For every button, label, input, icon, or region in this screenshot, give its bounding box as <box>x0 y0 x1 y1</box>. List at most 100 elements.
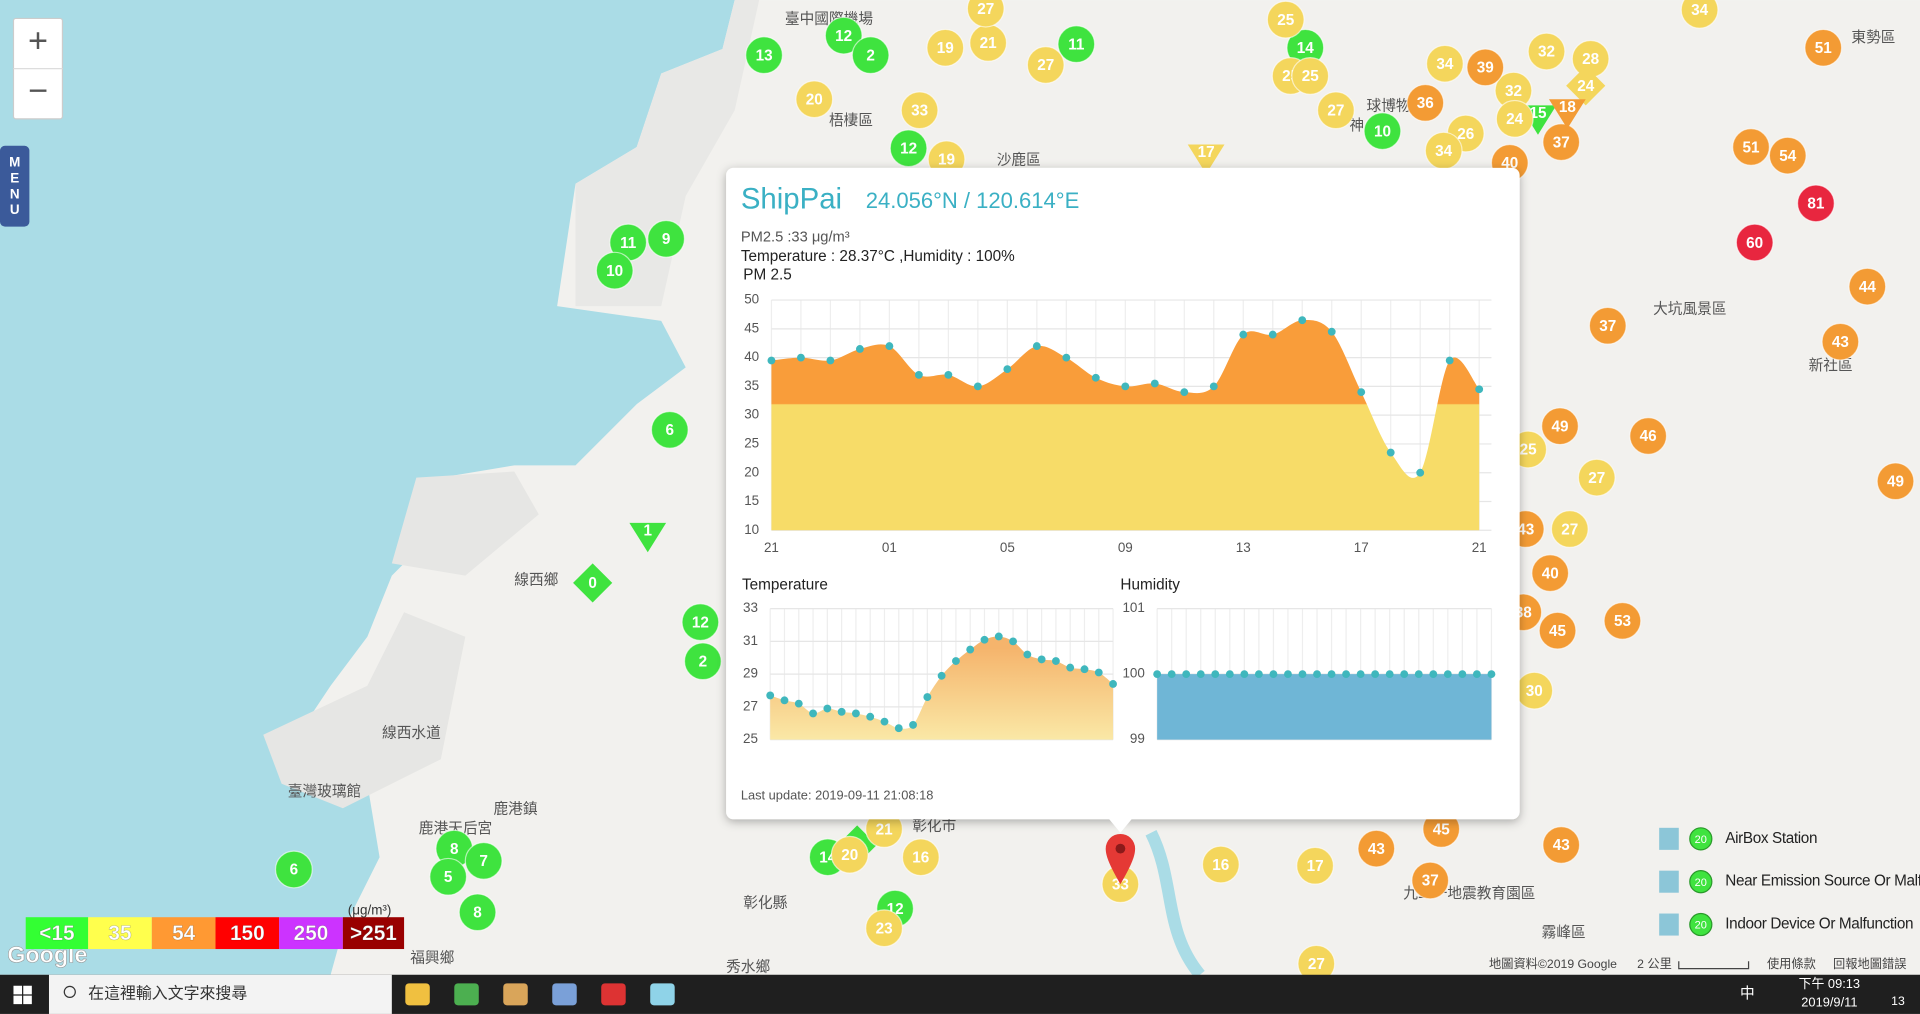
station-marker[interactable] <box>1291 57 1330 95</box>
zoom-out[interactable]: − <box>28 72 48 110</box>
zoom-in[interactable]: + <box>28 22 48 60</box>
station-marker[interactable] <box>1201 845 1240 884</box>
station-marker[interactable] <box>795 80 834 119</box>
station-marker[interactable] <box>851 36 890 75</box>
station-marker[interactable] <box>1425 44 1464 83</box>
station-marker[interactable] <box>1804 28 1843 67</box>
station-marker[interactable] <box>1732 128 1770 166</box>
data-point <box>1153 670 1162 679</box>
station-marker[interactable] <box>1026 45 1065 84</box>
station-marker[interactable] <box>464 841 503 880</box>
data-point <box>794 699 803 708</box>
station-marker[interactable] <box>458 893 497 932</box>
station-marker[interactable] <box>1876 462 1915 501</box>
taskbar-app[interactable] <box>552 983 577 1006</box>
station-marker[interactable] <box>1363 112 1402 151</box>
station-marker[interactable] <box>1848 267 1887 306</box>
station-marker[interactable] <box>1057 25 1096 64</box>
station-marker[interactable] <box>1768 136 1807 175</box>
map-pin[interactable] <box>1105 833 1136 885</box>
station-marker[interactable] <box>1629 417 1668 455</box>
data-point <box>1003 365 1012 374</box>
station-marker[interactable] <box>1495 99 1534 138</box>
data-point <box>1091 373 1100 382</box>
marker-value: 15 <box>1529 105 1547 122</box>
station-marker[interactable] <box>1566 66 1606 106</box>
station-marker[interactable] <box>1541 407 1579 446</box>
y-tick-label: 40 <box>744 349 759 364</box>
marker-value: 34 <box>1436 56 1454 73</box>
terms-link[interactable]: 使用條款 <box>1767 956 1816 971</box>
marker-value: 28 <box>1582 51 1600 68</box>
station-marker[interactable] <box>830 835 869 874</box>
marker-value: 49 <box>1551 418 1568 435</box>
station-marker[interactable] <box>926 28 965 67</box>
marker-value: 9 <box>662 231 671 248</box>
station-marker[interactable] <box>1187 144 1225 174</box>
station-marker[interactable] <box>1542 123 1581 162</box>
station-marker[interactable] <box>683 642 722 681</box>
legend-swatch <box>279 917 343 950</box>
scale-bar <box>1678 961 1750 970</box>
station-marker[interactable] <box>745 36 784 75</box>
clock-time[interactable]: 下午 09:13 <box>1799 976 1860 991</box>
station-marker[interactable] <box>629 522 667 553</box>
station-marker[interactable] <box>1296 846 1335 885</box>
taskbar-app[interactable] <box>601 983 626 1006</box>
station-marker[interactable] <box>595 251 634 290</box>
data-point <box>1487 670 1496 679</box>
station-marker[interactable] <box>1316 91 1355 130</box>
station-marker[interactable] <box>681 603 720 642</box>
notification-count[interactable]: 13 <box>1891 994 1905 1008</box>
taskbar-app[interactable] <box>650 983 675 1006</box>
taskbar-app[interactable] <box>503 983 528 1006</box>
station-marker[interactable] <box>865 909 904 948</box>
station-marker[interactable] <box>1548 99 1586 129</box>
data-point <box>1225 670 1234 679</box>
station-marker[interactable] <box>1735 223 1774 262</box>
map-label: 福興鄉 <box>410 950 454 967</box>
station-marker[interactable] <box>1542 825 1581 864</box>
station-marker[interactable] <box>1266 0 1305 39</box>
station-marker[interactable] <box>824 16 863 55</box>
area-fill <box>771 320 1480 531</box>
search-placeholder[interactable]: 在這裡輸入文字來搜尋 <box>88 985 247 1003</box>
data-point <box>1416 468 1425 477</box>
ime-indicator[interactable]: 中 <box>1740 985 1755 1002</box>
station-marker[interactable] <box>1357 829 1396 868</box>
station-marker[interactable] <box>650 410 689 449</box>
type-badge <box>1689 827 1713 851</box>
station-marker[interactable] <box>1466 48 1505 87</box>
chart-title: Temperature <box>742 576 828 593</box>
station-marker[interactable] <box>1680 0 1719 29</box>
report-link[interactable]: 回報地圖錯誤 <box>1833 956 1906 971</box>
station-marker[interactable] <box>900 91 939 130</box>
station-marker[interactable] <box>889 129 928 168</box>
station-marker[interactable] <box>274 850 313 889</box>
start-button[interactable] <box>13 985 32 1005</box>
station-marker[interactable] <box>1406 83 1445 122</box>
station-marker[interactable] <box>1796 184 1835 223</box>
station-marker[interactable] <box>1531 554 1570 593</box>
search-box[interactable] <box>48 974 392 1014</box>
marker-value: 43 <box>1553 837 1570 854</box>
station-marker[interactable] <box>1577 458 1616 497</box>
station-marker[interactable] <box>901 838 940 877</box>
station-marker[interactable] <box>1588 306 1627 345</box>
station-marker[interactable] <box>647 219 686 258</box>
data-point <box>944 370 953 379</box>
station-marker[interactable] <box>1550 510 1589 549</box>
taskbar-app[interactable] <box>454 983 479 1006</box>
station-marker[interactable] <box>429 857 468 896</box>
zoom-control <box>12 17 64 120</box>
station-marker[interactable] <box>1603 601 1642 640</box>
marker-value: 39 <box>1477 60 1494 77</box>
clock-date[interactable]: 2019/9/11 <box>1801 994 1857 1009</box>
station-marker[interactable] <box>1821 322 1860 361</box>
menu-button[interactable] <box>0 145 30 227</box>
station-marker[interactable] <box>1538 611 1577 650</box>
taskbar-app[interactable] <box>405 983 430 1006</box>
station-marker[interactable] <box>1527 32 1566 71</box>
station-marker[interactable] <box>966 0 1005 28</box>
station-marker[interactable] <box>1411 861 1450 900</box>
